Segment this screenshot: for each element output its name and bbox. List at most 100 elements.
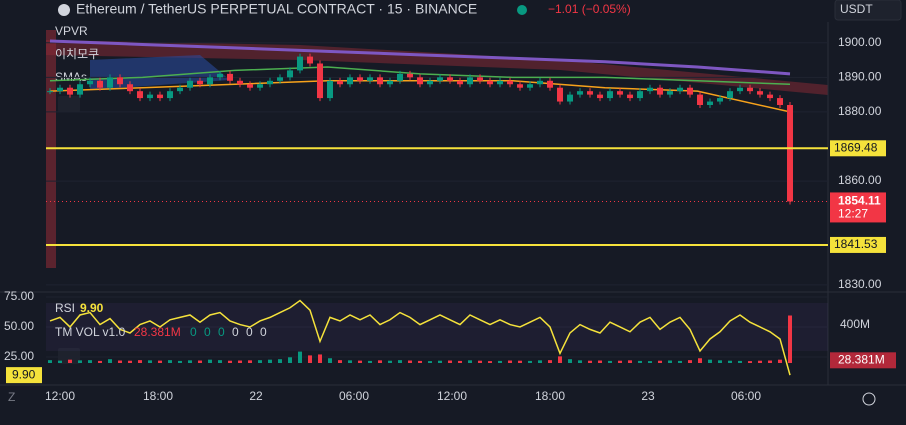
collapse-button[interactable] [58, 96, 80, 112]
x-tick-label: 12:00 [45, 389, 75, 403]
candle [407, 73, 413, 78]
volume-bar [128, 360, 132, 363]
volume-bar [318, 354, 322, 363]
candle [617, 91, 623, 95]
cloud [46, 40, 828, 95]
volume-bar [598, 360, 602, 363]
candle [667, 91, 673, 95]
volume-bar [718, 360, 722, 363]
candle [607, 91, 613, 99]
volume-bar [388, 360, 392, 363]
candle [47, 91, 53, 93]
candle [247, 84, 253, 88]
volume-bar [518, 360, 522, 363]
candle [327, 80, 333, 99]
candle [457, 80, 463, 85]
candle [147, 94, 153, 99]
candle [177, 87, 183, 92]
volume-bar [668, 360, 672, 363]
volume-bar [68, 359, 72, 363]
candle [227, 73, 233, 81]
candle [757, 91, 763, 95]
settings-icon[interactable] [862, 392, 876, 406]
volume-bar [78, 360, 82, 363]
indicator-label[interactable]: 이치모쿠 [55, 47, 99, 61]
volume-bar [378, 360, 382, 363]
candle [787, 104, 793, 202]
rsi-tag [6, 367, 42, 384]
candle [297, 56, 303, 71]
candle [567, 94, 573, 102]
candle [187, 80, 193, 88]
volume-bar [368, 360, 372, 363]
volume-bar [508, 360, 512, 363]
volume-bar [588, 360, 592, 363]
volume-bar [148, 360, 152, 363]
candle [437, 77, 443, 81]
y2-tick-label: 400M [840, 317, 870, 331]
volume-bar [238, 360, 242, 363]
candle [267, 80, 273, 85]
volume-bar [118, 360, 122, 363]
volume-bar [738, 360, 742, 363]
volume-bar [108, 359, 112, 363]
volume-bar [748, 361, 752, 363]
volume-bar [768, 360, 772, 363]
candle [467, 77, 473, 85]
y-tick-label: 1900.00 [838, 35, 882, 49]
candle [317, 63, 323, 99]
volume-bar [288, 357, 292, 363]
volume-bar [478, 360, 482, 363]
vol-extra: 0 [218, 325, 225, 339]
volume-bar [228, 360, 232, 363]
volume-bar [498, 360, 502, 363]
rsi-line [49, 299, 791, 376]
volume-bar [298, 351, 302, 363]
moving-average [49, 39, 791, 76]
candle [277, 77, 283, 81]
volume-bar [308, 355, 312, 363]
indicator-label[interactable]: VPVR [55, 24, 88, 38]
candle [487, 80, 493, 85]
currency[interactable]: USDT [840, 2, 873, 16]
currency-select[interactable] [834, 0, 902, 21]
candle [367, 77, 373, 81]
volume-bar [168, 360, 172, 363]
volume-bar [558, 356, 562, 363]
x-tick-label: 23 [641, 389, 655, 403]
volume-bar [198, 360, 202, 363]
volume-bar [638, 360, 642, 363]
volume-bar [658, 360, 662, 363]
candle [537, 80, 543, 85]
volume-bar [358, 360, 362, 363]
candle [337, 80, 343, 85]
candle [557, 87, 563, 102]
vol-extra: 0 [246, 325, 253, 339]
candle [647, 87, 653, 92]
collapse-button[interactable] [58, 348, 80, 364]
y-tick-label: 1880.00 [838, 104, 882, 118]
volume-bar [208, 359, 212, 363]
last-price-tag [830, 192, 886, 223]
volume-bar [728, 360, 732, 363]
candle [307, 56, 313, 64]
candle [237, 80, 243, 85]
candle [477, 77, 483, 81]
candle [547, 80, 553, 88]
candle [87, 80, 93, 85]
vol-extra: 0 [190, 325, 197, 339]
symbol-icon [58, 4, 70, 16]
timezone-corner[interactable]: Z [8, 390, 15, 404]
candle [727, 91, 733, 99]
level-tag [830, 236, 886, 253]
candle [627, 94, 633, 99]
volume-bar [268, 359, 272, 363]
candle [217, 73, 223, 78]
volume-bar [88, 360, 92, 363]
volume-bar [608, 360, 612, 363]
volume-bar [428, 361, 432, 363]
volume-bar [328, 358, 332, 363]
candle [117, 77, 123, 85]
candle [427, 80, 433, 85]
